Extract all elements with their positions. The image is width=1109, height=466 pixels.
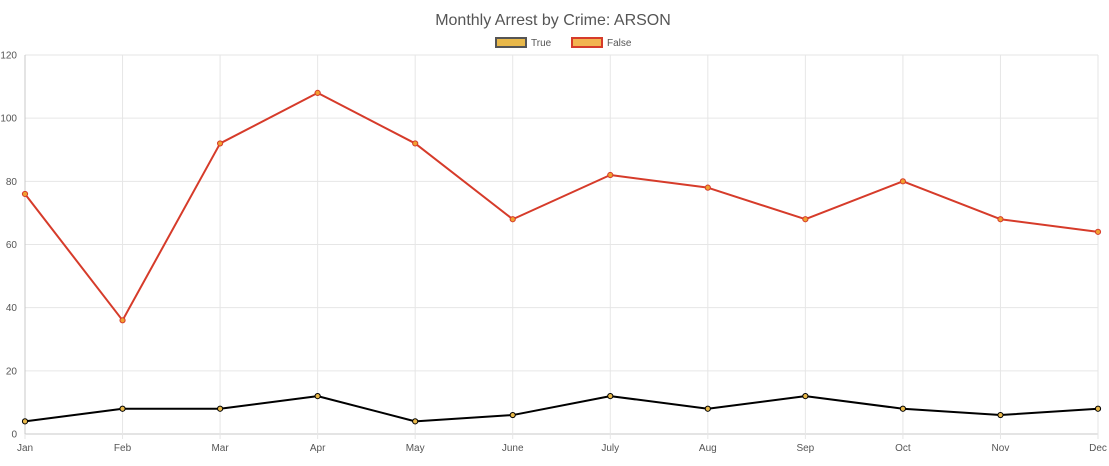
- data-point-false[interactable]: [119, 317, 126, 324]
- x-tick-label: Mar: [211, 443, 229, 454]
- x-tick-label: Oct: [895, 443, 911, 454]
- data-point-false[interactable]: [216, 140, 224, 147]
- x-tick-label: May: [406, 443, 425, 454]
- y-tick-label: 100: [0, 114, 17, 125]
- x-tick-label: Dec: [1089, 443, 1107, 454]
- y-tick-label: 120: [0, 51, 17, 62]
- data-point-true[interactable]: [802, 393, 809, 400]
- data-point-false[interactable]: [314, 89, 321, 97]
- legend-swatch-false[interactable]: [571, 37, 603, 48]
- series-lines: [24, 91, 1099, 423]
- y-tick-label: 20: [6, 366, 18, 377]
- data-point-true[interactable]: [509, 411, 516, 419]
- data-point-false[interactable]: [607, 171, 614, 179]
- data-point-true[interactable]: [412, 418, 419, 425]
- data-point-false[interactable]: [704, 184, 711, 191]
- data-point-false[interactable]: [997, 216, 1004, 223]
- x-tick-label: July: [601, 443, 619, 454]
- y-tick-label: 60: [6, 240, 18, 251]
- chart-title: Monthly Arrest by Crime: ARSON: [435, 12, 671, 29]
- data-point-true[interactable]: [21, 418, 29, 425]
- series-line-true: [24, 395, 1099, 423]
- x-tick-label: Jan: [17, 443, 33, 454]
- data-point-false[interactable]: [1094, 228, 1102, 235]
- x-tick-label: June: [502, 443, 524, 454]
- data-point-false[interactable]: [21, 190, 29, 198]
- data-point-true[interactable]: [997, 411, 1004, 419]
- data-point-true[interactable]: [216, 405, 224, 412]
- x-tick-label: Sep: [796, 443, 814, 454]
- x-axis-ticks: Jan Feb Mar Apr May June July Aug Sep Oct Nov Dec: [17, 443, 1107, 454]
- data-point-true[interactable]: [314, 393, 321, 400]
- data-point-false[interactable]: [412, 140, 419, 147]
- legend-label-true[interactable]: True: [531, 38, 552, 49]
- y-tick-label: 80: [6, 177, 18, 188]
- data-point-false[interactable]: [899, 178, 907, 185]
- series-points: [21, 89, 1102, 425]
- y-tick-label: 0: [11, 430, 17, 441]
- x-tick-label: Feb: [114, 443, 132, 454]
- x-tick-label: Nov: [992, 443, 1010, 454]
- x-tick-label: Aug: [699, 443, 717, 454]
- y-axis-ticks: 0 20 40 60 80 100 120: [0, 51, 17, 441]
- legend-swatch-true[interactable]: [495, 37, 527, 48]
- legend: True False: [495, 37, 632, 49]
- x-tick-label: Apr: [310, 443, 326, 454]
- data-point-false[interactable]: [802, 216, 809, 223]
- series-line-false: [24, 91, 1099, 322]
- data-point-true[interactable]: [899, 405, 907, 412]
- data-point-true[interactable]: [1094, 405, 1102, 412]
- data-point-false[interactable]: [509, 216, 516, 223]
- data-point-true[interactable]: [119, 405, 126, 412]
- y-tick-label: 40: [6, 303, 18, 314]
- data-point-true[interactable]: [607, 393, 614, 400]
- data-point-true[interactable]: [704, 405, 711, 412]
- grid: [24, 54, 1099, 439]
- legend-label-false[interactable]: False: [607, 38, 632, 49]
